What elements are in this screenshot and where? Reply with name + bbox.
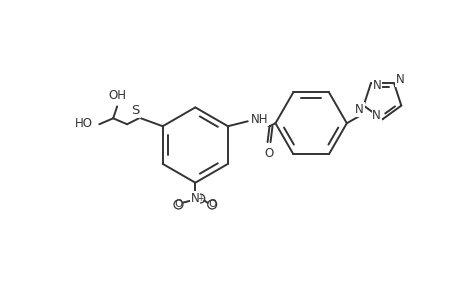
Text: O: O: [263, 147, 273, 160]
Text: S: S: [131, 104, 140, 117]
Text: +: +: [196, 194, 203, 203]
Text: N: N: [190, 192, 199, 205]
Text: O: O: [174, 200, 182, 209]
Text: OH: OH: [108, 89, 126, 102]
Text: NH: NH: [250, 113, 268, 126]
Text: HO: HO: [75, 117, 93, 130]
Text: N: N: [354, 103, 363, 116]
Text: N: N: [371, 109, 380, 122]
Text: N: N: [372, 79, 381, 92]
Text: N: N: [395, 73, 403, 86]
Text: O: O: [207, 200, 216, 209]
